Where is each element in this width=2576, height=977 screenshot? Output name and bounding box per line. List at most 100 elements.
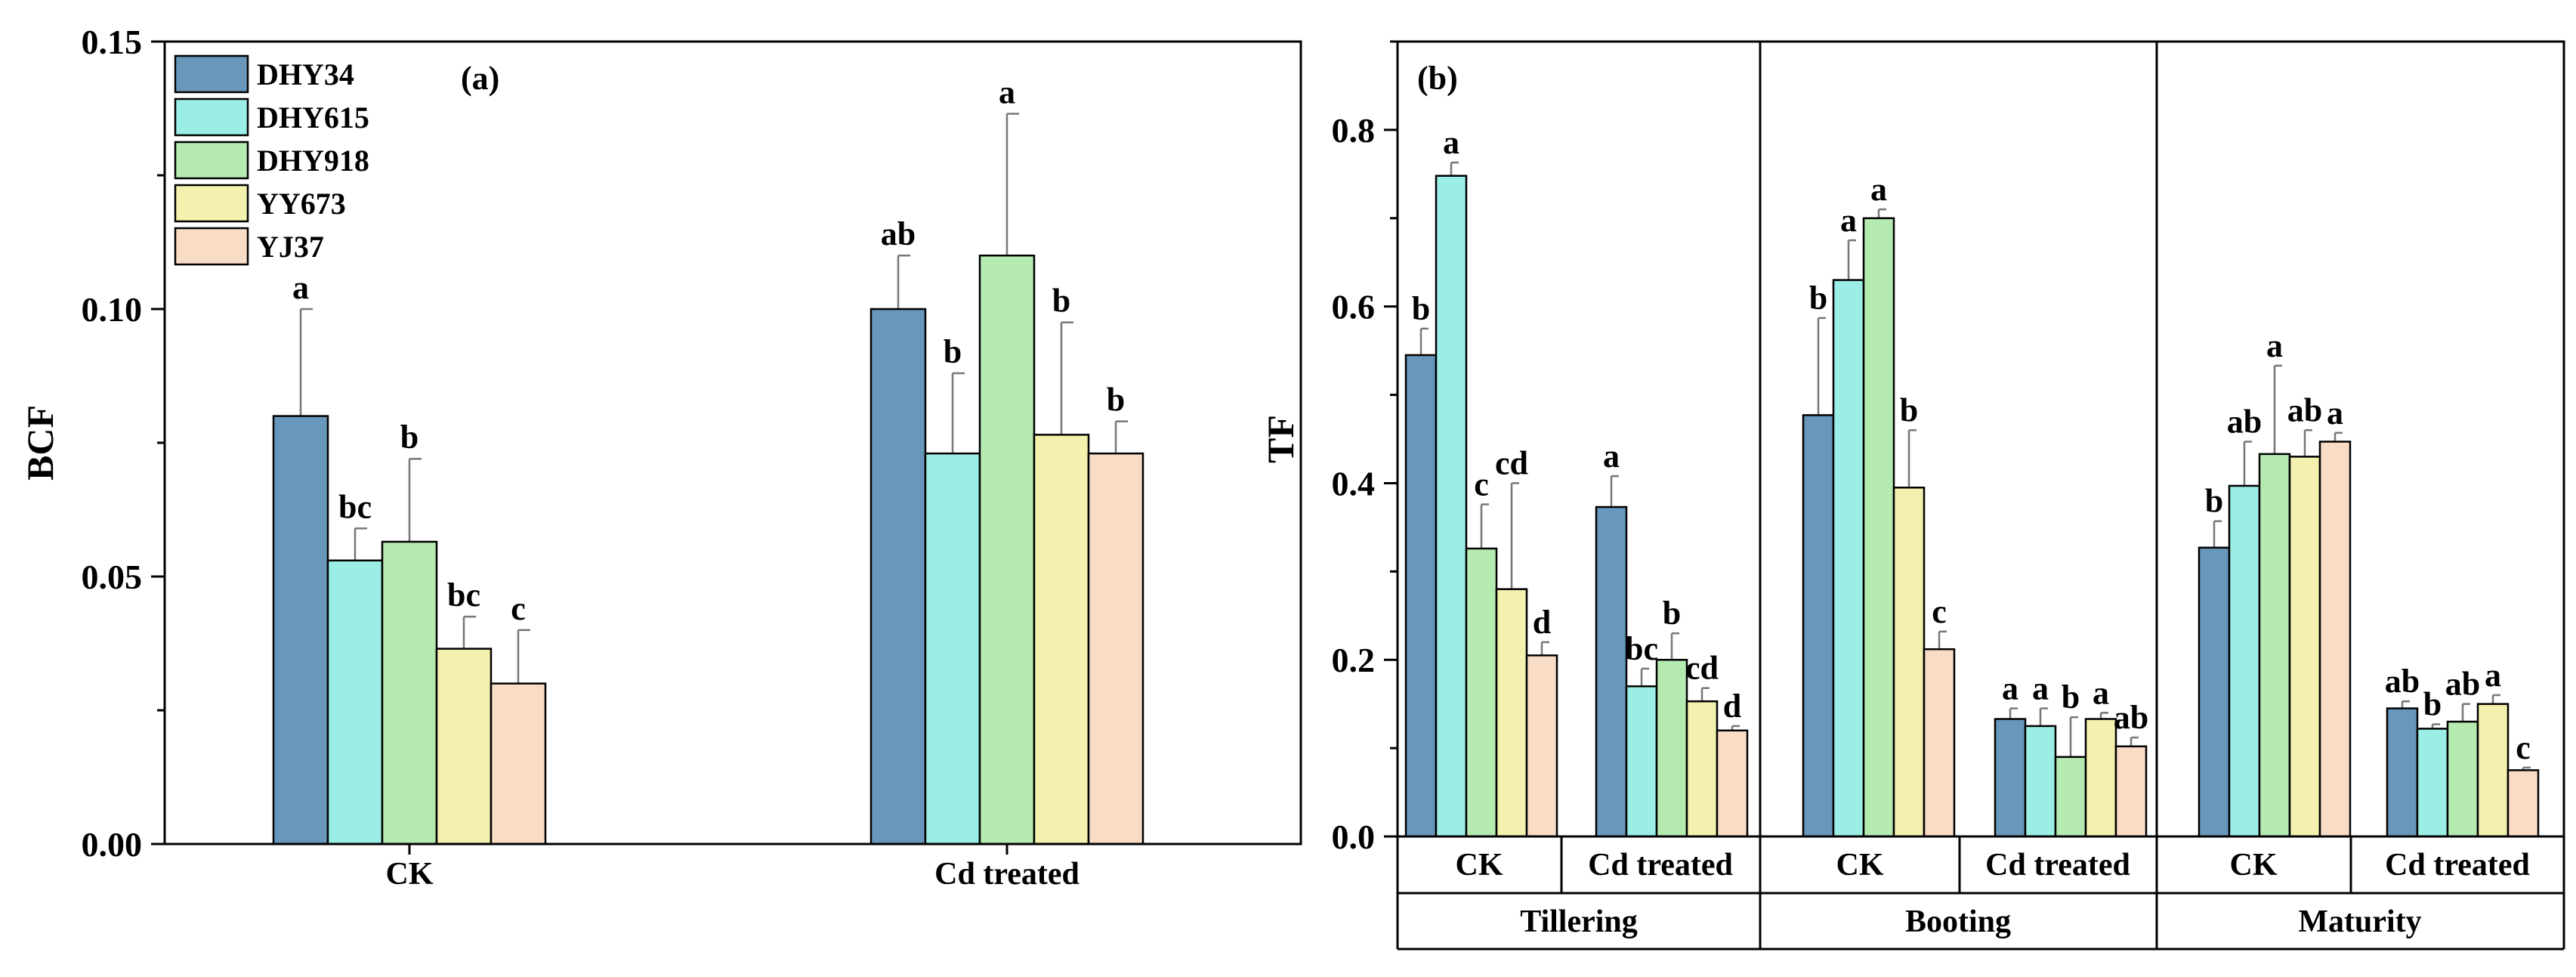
stage-label: Booting [1905, 904, 2011, 939]
treatment-label: Cd treated [1985, 848, 2130, 883]
significance-letter: b [400, 419, 419, 456]
significance-letter: cd [1685, 650, 1719, 687]
bar-yj37 [1716, 729, 1749, 838]
bar-yy673 [1892, 487, 1926, 838]
significance-letter: a [999, 74, 1015, 111]
bar-dhy34 [1802, 414, 1835, 838]
bar-dhy34 [1404, 354, 1438, 838]
bar-dhy615 [2228, 484, 2261, 838]
bar-yj37 [490, 682, 547, 846]
significance-letter: a [1840, 202, 1857, 239]
legend-swatch [174, 184, 249, 223]
significance-letter: ab [2114, 699, 2148, 736]
stage-label: Maturity [2298, 904, 2421, 939]
legend-label: DHY34 [257, 57, 354, 91]
significance-letter: b [2205, 483, 2223, 520]
y-tick-label: 0.8 [1332, 111, 1376, 150]
significance-letter: bc [338, 488, 372, 525]
significance-letter: ab [2227, 403, 2262, 441]
panel-b-plot-frame [1396, 40, 2565, 838]
bar-dhy615 [1832, 279, 1865, 838]
bar-dhy34 [1595, 506, 1628, 838]
significance-letter: d [1533, 604, 1551, 641]
bar-dhy615 [1625, 685, 1658, 838]
significance-letter: a [1870, 171, 1887, 208]
x-category-label: Cd treated [934, 857, 1080, 892]
bar-yy673 [1033, 434, 1090, 846]
significance-letter: a [2002, 670, 2018, 707]
panel-b-label: (b) [1417, 60, 1458, 97]
bar-yy673 [2084, 718, 2117, 838]
legend-swatch [174, 97, 249, 137]
significance-letter: c [1932, 593, 1947, 630]
legend-label: DHY918 [257, 144, 369, 178]
significance-letter: a [2032, 670, 2049, 707]
bar-dhy34 [2386, 707, 2419, 838]
significance-letter: b [2423, 686, 2442, 723]
bar-yy673 [435, 648, 493, 846]
bar-dhy918 [2054, 756, 2087, 838]
legend-label: YJ37 [257, 230, 324, 264]
panel-a-label: (a) [461, 60, 499, 97]
significance-letter: a [1603, 437, 1620, 475]
bar-yy673 [2476, 703, 2510, 838]
legend: DHY34 DHY615 DHY918 YY673 YJ37 [174, 54, 369, 266]
significance-letter: a [292, 269, 309, 306]
significance-letter: a [2327, 394, 2343, 431]
bar-dhy34 [869, 308, 927, 846]
significance-letter: b [1107, 382, 1125, 419]
bar-yy673 [2288, 456, 2321, 838]
treatment-label: Cd treated [2385, 848, 2530, 883]
bar-yj37 [1525, 654, 1558, 838]
significance-letter: b [2062, 679, 2080, 716]
legend-swatch [174, 141, 249, 180]
bar-yy673 [1685, 700, 1719, 838]
panel-b-category-table: CK Cd treated CK Cd treated CK Cd treated Till… [1396, 836, 2565, 951]
panel-a-y-axis: 0.00 0.05 0.10 0.15 [82, 23, 165, 864]
treatment-label: CK [1836, 848, 1884, 883]
significance-letter: a [2266, 327, 2283, 364]
significance-letter: a [2485, 657, 2501, 694]
bar-dhy918 [2446, 720, 2479, 838]
bar-dhy34 [272, 415, 329, 846]
bar-dhy615 [2416, 728, 2449, 838]
bar-dhy918 [381, 540, 438, 846]
y-tick-label: 0.10 [82, 290, 143, 329]
legend-label: YY673 [257, 187, 346, 221]
bar-dhy615 [2024, 725, 2057, 838]
significance-letter: c [2516, 729, 2531, 766]
significance-letter: b [1663, 595, 1681, 632]
legend-label: DHY615 [257, 100, 369, 134]
significance-letter: a [1443, 124, 1459, 161]
bar-dhy615 [1435, 175, 1468, 838]
bar-dhy918 [1465, 547, 1498, 838]
y-tick-label: 0.00 [82, 825, 143, 864]
y-tick-label: 0.4 [1332, 464, 1376, 502]
bar-dhy918 [2258, 453, 2291, 838]
bar-dhy918 [1655, 658, 1688, 838]
significance-letter: b [1900, 391, 1918, 428]
significance-letter: d [1723, 688, 1741, 725]
bar-yj37 [1923, 648, 1956, 838]
significance-letter: b [1412, 290, 1430, 327]
significance-letter: c [511, 590, 526, 627]
bar-dhy34 [2198, 546, 2231, 838]
panel-b-y-axis: 0.0 0.2 0.4 0.6 0.8 [1332, 40, 2158, 856]
bar-dhy918 [978, 254, 1036, 846]
y-tick-label: 0.6 [1332, 288, 1376, 326]
treatment-label: Cd treated [1588, 848, 1733, 883]
significance-letter: ab [2287, 391, 2322, 428]
bar-dhy615 [326, 559, 384, 846]
significance-letter: ab [2385, 663, 2420, 700]
bar-yj37 [2318, 441, 2352, 838]
significance-letter: cd [1495, 444, 1528, 481]
bar-yj37 [2114, 745, 2148, 838]
treatment-label: CK [2230, 848, 2278, 883]
bar-dhy918 [1862, 217, 1895, 838]
significance-letter: bc [447, 577, 480, 614]
bar-yj37 [2507, 769, 2540, 838]
stage-label: Tillering [1520, 904, 1638, 939]
